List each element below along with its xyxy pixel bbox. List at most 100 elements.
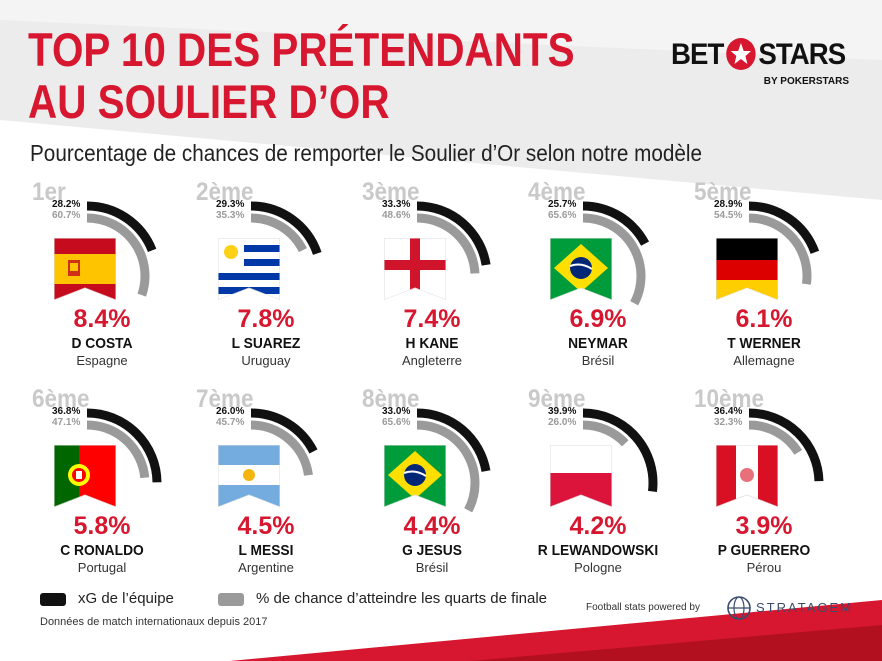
page-subtitle: Pourcentage de chances de remporter le S… — [30, 140, 702, 166]
player-card: 10ème 36.4% 32.3% 3.9% P GUERRERO Pérou — [684, 385, 844, 585]
player-name: L SUAREZ — [231, 335, 301, 352]
legend-label-xg: xG de l’équipe — [78, 590, 174, 607]
player-country: Pérou — [746, 560, 782, 575]
betstars-logo: BET STARS BY POKERSTARS — [671, 38, 861, 94]
golden-boot-probability: 5.8% — [73, 512, 131, 540]
powered-by-text: Football stats powered by — [586, 602, 700, 613]
qf-arc — [748, 213, 812, 285]
qf-value-label: 45.7% — [216, 417, 245, 428]
qf-arc — [748, 420, 803, 455]
poland-flag-icon — [550, 445, 612, 512]
brazil-flag-icon — [384, 445, 446, 512]
portugal-flag-icon — [54, 445, 116, 512]
player-name: L MESSI — [238, 542, 294, 559]
legend-swatch-qf — [218, 593, 244, 606]
player-arcs — [582, 408, 658, 493]
player-name: H KANE — [405, 335, 459, 352]
player-card: 7ème 26.0% 45.7% 4.5% L MESSI Argentine — [186, 385, 346, 585]
legend-swatch-xg — [40, 593, 66, 606]
xg-value-label: 36.8% — [52, 406, 81, 417]
player-rank: 5ème — [694, 178, 752, 206]
golden-boot-probability: 4.4% — [403, 512, 461, 540]
xg-value-label: 33.0% — [382, 406, 411, 417]
qf-arc — [582, 420, 629, 447]
player-name: NEYMAR — [568, 335, 628, 352]
xg-value-label: 33.3% — [382, 199, 411, 210]
brazil-flag-icon — [550, 238, 612, 305]
player-arcs — [582, 201, 650, 306]
qf-value-label: 32.3% — [714, 417, 743, 428]
player-name: G JESUS — [402, 542, 462, 559]
player-card: 1er 28.2% 60.7% 8.4% D COSTA Espagne — [22, 178, 182, 378]
player-rank: 9ème — [528, 385, 586, 413]
qf-arc — [250, 420, 313, 476]
golden-boot-probability: 4.5% — [237, 512, 295, 540]
qf-value-label: 54.5% — [714, 210, 743, 221]
argentina-flag-icon — [218, 445, 280, 512]
golden-boot-probability: 7.4% — [403, 305, 461, 333]
player-arcs — [250, 408, 318, 476]
player-card: 9ème 39.9% 26.0% 4.2% R LEWANDOWSKI Pologne — [518, 385, 678, 585]
page-title: TOP 10 DES PRÉTENDANTS AU SOULIER D’OR — [28, 24, 575, 128]
player-country: Brésil — [581, 353, 615, 368]
player-arcs — [748, 408, 824, 482]
qf-value-label: 60.7% — [52, 210, 81, 221]
data-footnote: Données de match internationaux depuis 2… — [40, 616, 268, 628]
player-rank: 1er — [32, 178, 66, 206]
player-card: 5ème 28.9% 54.5% 6.1% T WERNER Allemagne — [684, 178, 844, 378]
player-card: 6ème 36.8% 47.1% 5.8% C RONALDO Portugal — [22, 385, 182, 585]
uruguay-flag-icon — [218, 238, 280, 305]
xg-arc — [250, 201, 322, 256]
legend-label-qf: % de chance d’atteindre les quarts de fi… — [256, 590, 548, 607]
xg-value-label: 29.3% — [216, 199, 245, 210]
qf-value-label: 48.6% — [382, 210, 411, 221]
player-name: P GUERRERO — [717, 542, 811, 559]
spain-flag-icon — [54, 238, 116, 305]
title-line-1: TOP 10 DES PRÉTENDANTS — [28, 23, 575, 76]
golden-boot-probability: 6.1% — [735, 305, 793, 333]
player-rank: 6ème — [32, 385, 90, 413]
title-line-2: AU SOULIER D’OR — [28, 75, 390, 128]
qf-arc — [86, 420, 150, 479]
player-arcs — [86, 201, 157, 297]
xg-value-label: 26.0% — [216, 406, 245, 417]
player-rank: 3ème — [362, 178, 420, 206]
brand-name-left: BET — [671, 38, 724, 71]
golden-boot-probability: 7.8% — [237, 305, 295, 333]
qf-arc — [86, 213, 150, 297]
qf-arc — [250, 213, 307, 253]
player-arcs — [416, 408, 491, 513]
xg-arc — [86, 408, 162, 483]
player-rank: 7ème — [196, 385, 254, 413]
player-card: 4ème 25.7% 65.6% 6.9% NEYMAR Brésil — [518, 178, 678, 378]
stratagem-logo: STRATAGEM — [726, 594, 856, 622]
qf-arc — [416, 420, 480, 513]
player-arcs — [748, 201, 820, 285]
xg-value-label: 28.9% — [714, 199, 743, 210]
brand-tagline: BY POKERSTARS — [763, 76, 849, 87]
player-name: T WERNER — [727, 335, 801, 352]
player-country: Espagne — [76, 353, 128, 368]
golden-boot-probability: 8.4% — [73, 305, 131, 333]
xg-arc — [748, 201, 820, 254]
player-country: Argentine — [238, 560, 294, 575]
xg-arc — [582, 408, 658, 493]
golden-boot-probability: 6.9% — [569, 305, 627, 333]
xg-value-label: 28.2% — [52, 199, 81, 210]
player-name: C RONALDO — [60, 542, 144, 559]
player-rank: 10ème — [694, 385, 765, 413]
player-rank: 4ème — [528, 178, 586, 206]
xg-value-label: 25.7% — [548, 199, 577, 210]
player-country: Allemagne — [733, 353, 795, 368]
qf-arc — [416, 213, 480, 274]
qf-value-label: 65.6% — [382, 417, 411, 428]
star-icon — [723, 38, 758, 70]
player-name: D COSTA — [71, 335, 133, 352]
qf-value-label: 47.1% — [52, 417, 81, 428]
player-country: Brésil — [415, 560, 449, 575]
player-rank: 8ème — [362, 385, 420, 413]
qf-value-label: 26.0% — [548, 417, 577, 428]
qf-value-label: 35.3% — [216, 210, 245, 221]
england-flag-icon — [384, 238, 446, 305]
